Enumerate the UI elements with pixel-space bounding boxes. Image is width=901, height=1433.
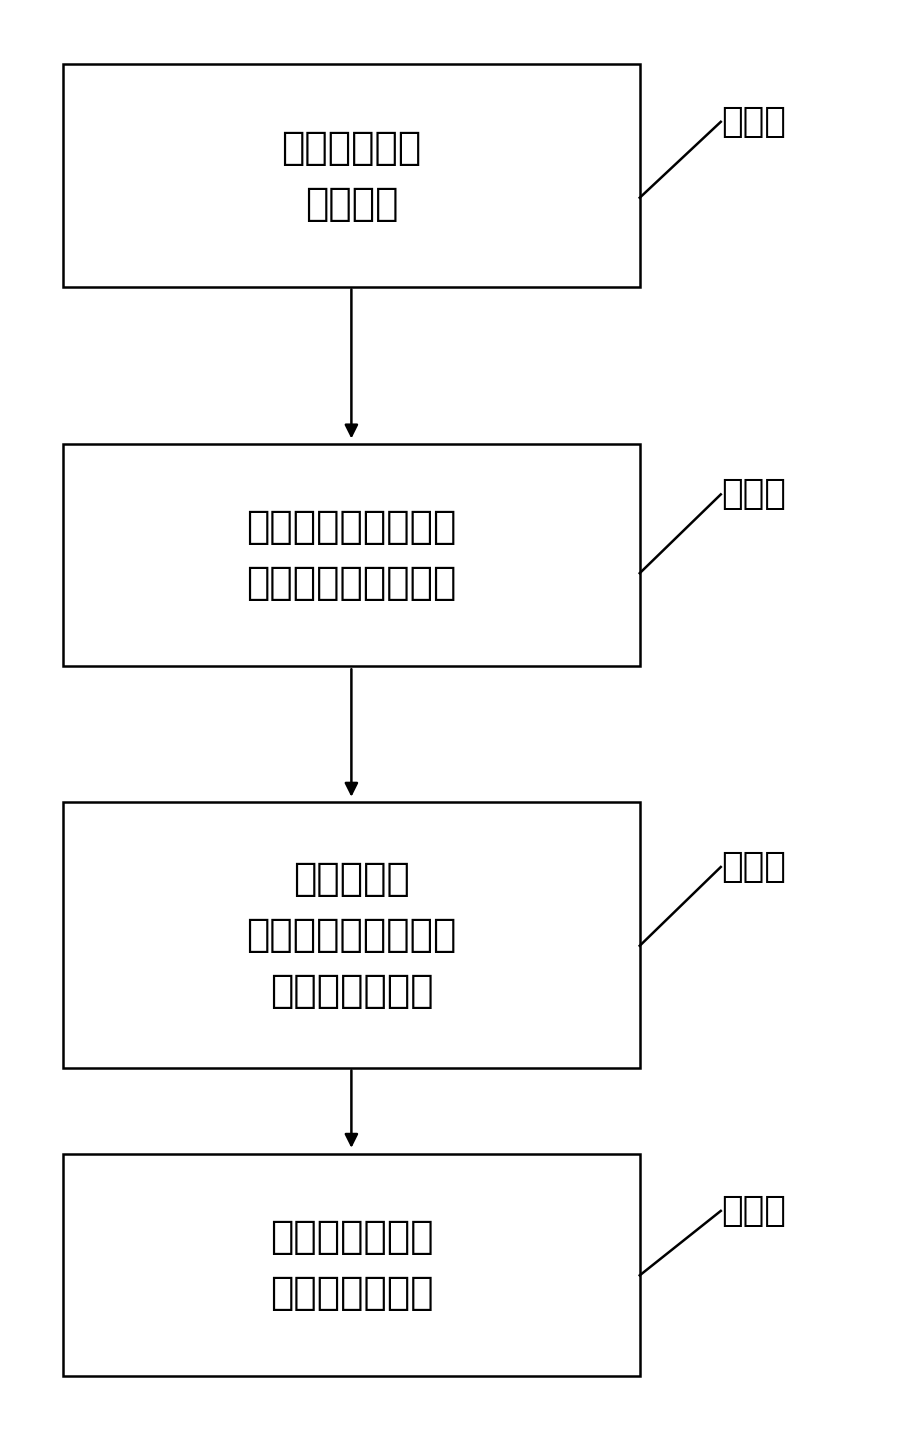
Text: 步骤三: 步骤三 — [721, 850, 786, 884]
Text: 传感器故障诊断
实验验证与分析: 传感器故障诊断 实验验证与分析 — [269, 1218, 433, 1311]
Text: 步骤四: 步骤四 — [721, 1194, 786, 1228]
FancyBboxPatch shape — [63, 444, 640, 666]
FancyBboxPatch shape — [63, 64, 640, 287]
Text: 传感器故障
诊断、定位以及故障
传感器信息替代: 传感器故障 诊断、定位以及故障 传感器信息替代 — [246, 860, 457, 1010]
FancyBboxPatch shape — [63, 802, 640, 1068]
Text: 电驱动轮系统
数学建模: 电驱动轮系统 数学建模 — [281, 129, 422, 222]
Text: 电驱动轮系统传感器
故障残差产生器设计: 电驱动轮系统传感器 故障残差产生器设计 — [246, 509, 457, 602]
FancyBboxPatch shape — [63, 1154, 640, 1376]
Text: 步骤二: 步骤二 — [721, 477, 786, 512]
Text: 步骤一: 步骤一 — [721, 105, 786, 139]
